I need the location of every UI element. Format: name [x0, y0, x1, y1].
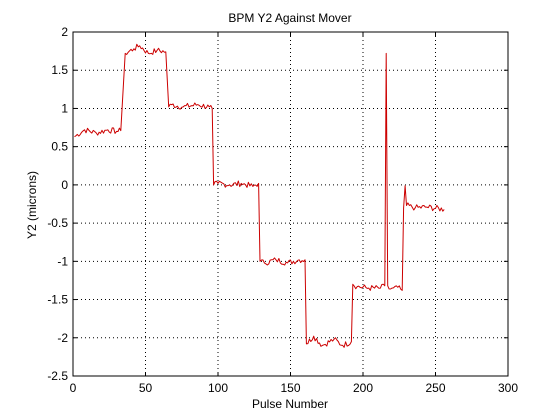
- x-tick-label: 100: [208, 381, 228, 395]
- y-tick-label: -1: [57, 254, 68, 268]
- x-tick-label: 300: [498, 381, 518, 395]
- x-tick-label: 150: [280, 381, 300, 395]
- x-tick-label: 250: [425, 381, 445, 395]
- y-tick-label: -1.5: [47, 293, 68, 307]
- series-layer: [74, 43, 445, 348]
- tick-layer: 0 50 100 150 200 250 300 -2.5 -2 -1.5 -1 -0.5 0 0.5 1 1…: [47, 25, 518, 395]
- y-tick-label: 0.5: [51, 140, 68, 154]
- chart-title: BPM Y2 Against Mover: [228, 11, 351, 25]
- x-axis-title: Pulse Number: [252, 397, 328, 411]
- x-tick-label: 200: [353, 381, 373, 395]
- y-axis-title: Y2 (microns): [25, 171, 39, 239]
- y-tick-label: -2.5: [47, 369, 68, 383]
- y-tick-label: 0: [61, 178, 68, 192]
- grid-layer: [73, 32, 508, 376]
- series-line: [74, 43, 445, 348]
- y-tick-label: -2: [57, 331, 68, 345]
- x-tick-label: 50: [139, 381, 153, 395]
- y-tick-label: 1: [61, 101, 68, 115]
- y-tick-label: -0.5: [47, 216, 68, 230]
- y-tick-label: 2: [61, 25, 68, 39]
- y-tick-label: 1.5: [51, 63, 68, 77]
- x-tick-label: 0: [70, 381, 77, 395]
